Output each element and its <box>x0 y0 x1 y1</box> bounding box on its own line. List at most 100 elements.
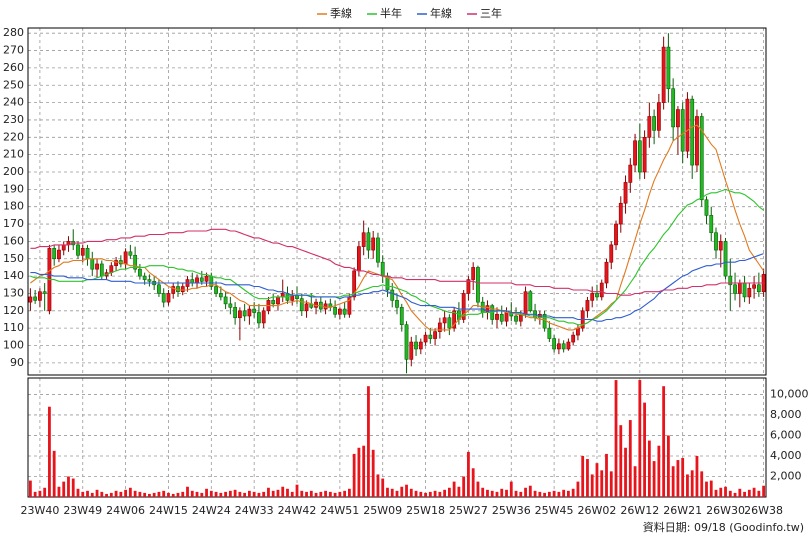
ma-line <box>30 253 764 322</box>
volume-bar <box>257 492 261 497</box>
volume-bar <box>609 471 613 497</box>
candle-body <box>614 223 618 246</box>
x-tick-label: 25W27 <box>449 504 488 517</box>
volume-bar <box>714 489 718 497</box>
candle-body <box>366 232 371 251</box>
x-tick-label: 26W12 <box>620 504 659 517</box>
candle-body <box>661 46 666 103</box>
volume-bar <box>214 491 218 497</box>
candle-body <box>690 98 695 166</box>
volume-bar <box>557 491 561 497</box>
candle-body <box>337 308 342 315</box>
volume-bar <box>243 492 247 497</box>
candle-body <box>33 296 38 301</box>
y-tick-label: 200 <box>3 165 24 178</box>
x-tick-label: 24W51 <box>320 504 359 517</box>
candle-body <box>504 312 509 322</box>
volume-bar <box>424 492 427 497</box>
candle-body <box>680 109 685 152</box>
volume-bar <box>514 490 518 497</box>
candle-body <box>409 341 414 360</box>
candle-body <box>695 116 699 166</box>
candle-body <box>390 289 395 301</box>
volume-bar <box>662 386 666 497</box>
candle-body <box>471 267 476 280</box>
volume-bar <box>319 491 323 497</box>
volume-tick-label: 10,000 <box>770 387 808 400</box>
candle-body <box>728 275 733 286</box>
candle-body <box>609 244 614 263</box>
legend-label: 年線 <box>430 6 452 20</box>
volume-bar <box>300 490 304 497</box>
volume-tick-label: 6,000 <box>770 428 802 441</box>
volume-tick-label: 8,000 <box>770 408 802 421</box>
candle-body <box>556 343 561 350</box>
volume-bar <box>619 425 623 497</box>
volume-bar <box>52 450 56 497</box>
volume-bar <box>86 490 89 497</box>
candle-body <box>571 334 576 343</box>
candle-body <box>637 140 642 173</box>
x-tick-label: 24W33 <box>235 504 274 517</box>
candle-body <box>128 251 133 256</box>
candle-body <box>547 327 552 339</box>
volume-bar <box>276 489 280 497</box>
candle-body <box>647 116 652 138</box>
volume-bar <box>433 490 437 497</box>
candle-body <box>656 102 661 131</box>
volume-bar <box>705 481 708 497</box>
volume-bar <box>538 491 542 497</box>
volume-bar <box>338 491 342 497</box>
volume-bar <box>367 386 370 497</box>
candle-body <box>461 293 466 320</box>
candle-body <box>733 284 737 294</box>
volume-bar <box>224 491 227 497</box>
volume-bar <box>447 487 451 497</box>
volume-bar <box>248 490 251 497</box>
candle-body <box>404 324 409 360</box>
volume-bar <box>438 491 442 497</box>
candle-body <box>485 305 490 313</box>
candle-body <box>114 260 118 266</box>
volume-bar <box>290 491 294 497</box>
candle-body <box>414 341 418 350</box>
candle-body <box>271 300 276 305</box>
volume-bar <box>419 491 423 497</box>
volume-bar <box>738 488 742 497</box>
candle-body <box>133 254 138 270</box>
y-tick-label: 240 <box>3 96 24 109</box>
volume-bar <box>38 490 42 497</box>
candle-body <box>699 116 704 201</box>
candle-body <box>599 282 604 298</box>
candle-body <box>704 199 709 216</box>
volume-bar <box>238 491 242 497</box>
candle-body <box>595 293 599 298</box>
volume-bar <box>576 481 580 497</box>
candle-body <box>499 313 504 322</box>
candle-body <box>61 244 66 251</box>
candle-body <box>423 334 428 343</box>
volume-bar <box>43 487 47 497</box>
candle-body <box>666 46 671 90</box>
volume-bar <box>81 491 85 497</box>
candle-body <box>171 286 176 294</box>
candle-body <box>433 331 437 339</box>
volume-bar <box>352 453 356 497</box>
candle-body <box>218 293 223 298</box>
candle-body <box>709 215 714 234</box>
candle-body <box>528 291 533 312</box>
volume-bar <box>400 486 404 497</box>
candle-body <box>723 241 728 277</box>
volume-bar <box>143 492 147 497</box>
candle-body <box>380 261 385 277</box>
volume-bar <box>267 487 270 497</box>
volume-bar <box>457 486 461 497</box>
candle-body <box>428 334 433 339</box>
x-tick-label: 24W42 <box>278 504 317 517</box>
volume-bar <box>109 492 113 497</box>
volume-bar <box>105 493 108 497</box>
volume-bar <box>148 493 151 497</box>
candle-body <box>204 275 209 282</box>
candle-body <box>418 341 423 350</box>
